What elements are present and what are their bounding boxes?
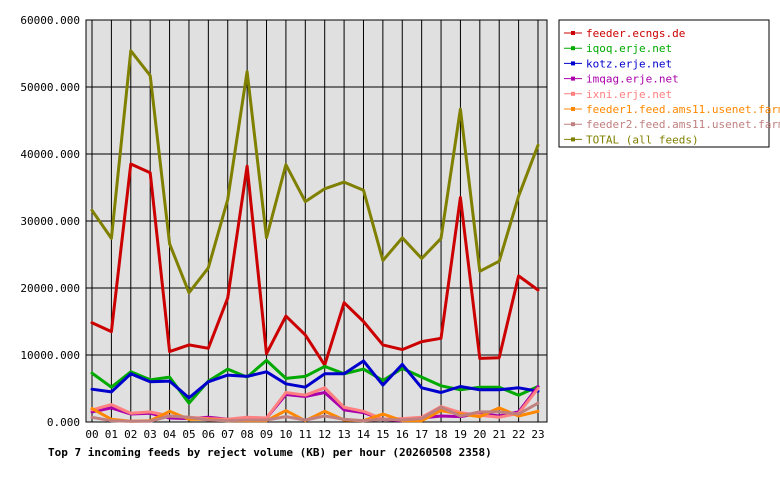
series-line-2 [90, 359, 540, 400]
y-tick-label: 20000.000 [20, 282, 80, 295]
x-tick-label: 05 [182, 428, 195, 441]
x-tick-label: 20 [473, 428, 486, 441]
x-tick-label: 04 [163, 428, 177, 441]
series-lines [90, 49, 540, 423]
y-tick-label: 60000.000 [20, 14, 80, 27]
plot-frame [85, 19, 548, 423]
x-axis-tick-labels: 00 01 02 03 04 05 06 07 08 09 10 11 12 13 14 15 16 17 18 19… [85, 428, 544, 441]
x-tick-label: 09 [260, 428, 273, 441]
legend-entry-label: feeder1.feed.ams11.usenet.farm [586, 103, 780, 116]
x-tick-label: 18 [434, 428, 447, 441]
legend-swatch-marker [571, 122, 575, 127]
legend-swatch-marker [571, 76, 575, 81]
y-tick-label: 40000.000 [20, 148, 80, 161]
x-tick-label: 00 [85, 428, 98, 441]
x-tick-label: 11 [299, 428, 312, 441]
x-tick-label: 06 [202, 428, 215, 441]
series-line-7 [90, 49, 540, 295]
x-tick-label: 03 [144, 428, 157, 441]
legend-entry-label: TOTAL (all feeds) [586, 133, 699, 146]
x-tick-label: 02 [124, 428, 137, 441]
legend-swatch-marker [571, 46, 575, 51]
x-tick-label: 08 [241, 428, 254, 441]
x-tick-label: 14 [357, 428, 371, 441]
x-tick-label: 01 [105, 428, 118, 441]
x-tick-label: 19 [454, 428, 467, 441]
legend-swatch-marker [571, 61, 575, 66]
x-tick-label: 12 [318, 428, 331, 441]
y-axis-tick-labels: 0.000 10000.000 20000.000 30000.000 40000.00… [20, 14, 80, 429]
legend-swatch-marker [571, 31, 575, 35]
series-line-0 [90, 162, 540, 367]
x-tick-label: 23 [531, 428, 544, 441]
x-tick-label: 13 [337, 428, 350, 441]
legend-entry-label: feeder2.feed.ams11.usenet.farm [586, 118, 780, 131]
y-tick-label: 30000.000 [20, 215, 80, 228]
x-tick-label: 10 [279, 428, 292, 441]
x-tick-label: 21 [493, 428, 506, 441]
x-tick-label: 15 [376, 428, 389, 441]
y-tick-label: 50000.000 [20, 81, 80, 94]
chart-title: Top 7 incoming feeds by reject volume (K… [48, 446, 492, 459]
legend-swatch-marker [571, 137, 575, 142]
legend: feeder.ecngs.de iqoq.erje.net kotz.erje.ne… [558, 19, 780, 148]
x-tick-label: 16 [396, 428, 409, 441]
x-tick-label: 07 [221, 428, 234, 441]
x-tick-label: 22 [512, 428, 525, 441]
legend-swatch-marker [571, 107, 575, 111]
legend-swatch-marker [571, 91, 575, 96]
legend-entry-label: iqoq.erje.net [586, 42, 672, 55]
series-line-1 [90, 358, 540, 405]
legend-entry-label: feeder.ecngs.de [586, 27, 685, 40]
x-tick-label: 17 [415, 428, 428, 441]
y-tick-label: 0.000 [47, 416, 80, 429]
y-tick-label: 10000.000 [20, 349, 80, 362]
legend-entry-label: ixni.erje.net [586, 88, 672, 101]
legend-box [558, 19, 770, 148]
legend-entry-label: kotz.erje.net [586, 57, 672, 70]
legend-entry-label: imqag.erje.net [586, 73, 679, 86]
series-line-6 [90, 401, 540, 423]
